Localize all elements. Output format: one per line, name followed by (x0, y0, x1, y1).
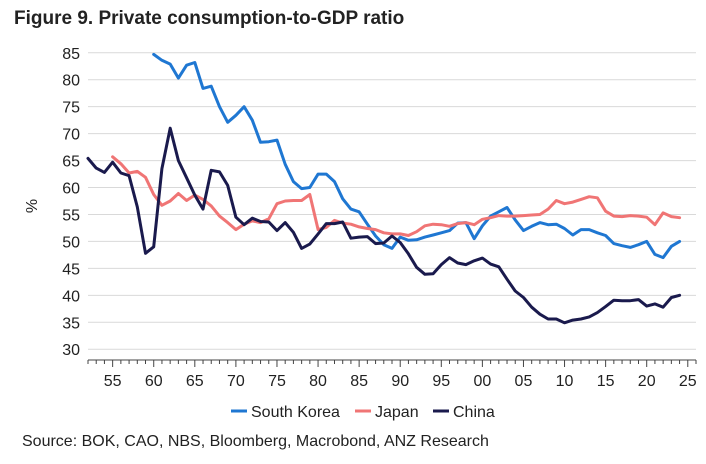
legend-label-japan: Japan (375, 404, 419, 421)
x-tick-label: 80 (309, 373, 327, 390)
x-tick-label: 65 (186, 373, 204, 390)
legend-label-south-korea: South Korea (251, 404, 340, 421)
x-tick-label: 10 (556, 373, 574, 390)
gridlines (88, 52, 696, 350)
legend: South Korea Japan China (231, 404, 495, 421)
series-lines (86, 52, 682, 325)
y-tick-label: 55 (62, 207, 80, 224)
series-line-japan (111, 155, 682, 237)
series-line-south-korea (152, 52, 682, 260)
x-tick-label: 20 (638, 373, 656, 390)
x-tick-label: 05 (515, 373, 533, 390)
x-tick-label: 55 (104, 373, 122, 390)
x-tick-label: 90 (391, 373, 409, 390)
x-tick-label: 85 (350, 373, 368, 390)
y-tick-label: 80 (62, 73, 80, 90)
y-tick-label: 60 (62, 181, 80, 198)
x-tick-label: 70 (227, 373, 245, 390)
y-tick-label: 85 (62, 46, 80, 63)
x-tick-label: 15 (597, 373, 615, 390)
x-tick-label: 95 (432, 373, 450, 390)
x-axis-ticks: 55 60 65 70 75 80 85 90 95 00 05 10 15 20 25 (104, 373, 697, 390)
x-axis (87, 359, 697, 367)
y-tick-label: 45 (62, 261, 80, 278)
y-tick-label: 75 (62, 100, 80, 117)
chart-title: Figure 9. Private consumption-to-GDP rat… (14, 8, 405, 29)
y-axis-ticks: 30 35 40 45 50 55 60 65 70 75 80 85 (62, 46, 80, 359)
legend-label-china: China (453, 404, 495, 421)
y-tick-label: 50 (62, 234, 80, 251)
y-axis-label: % (24, 199, 41, 213)
y-tick-label: 30 (62, 342, 80, 359)
x-tick-label: 25 (679, 373, 697, 390)
x-tick-label: 60 (145, 373, 163, 390)
y-tick-label: 40 (62, 288, 80, 305)
x-tick-label: 75 (268, 373, 286, 390)
source-note: Source: BOK, CAO, NBS, Bloomberg, Macrob… (22, 433, 489, 450)
series-line-china (86, 126, 682, 325)
y-tick-label: 70 (62, 127, 80, 144)
y-tick-label: 65 (62, 154, 80, 171)
y-tick-label: 35 (62, 315, 80, 332)
x-tick-label: 00 (473, 373, 491, 390)
